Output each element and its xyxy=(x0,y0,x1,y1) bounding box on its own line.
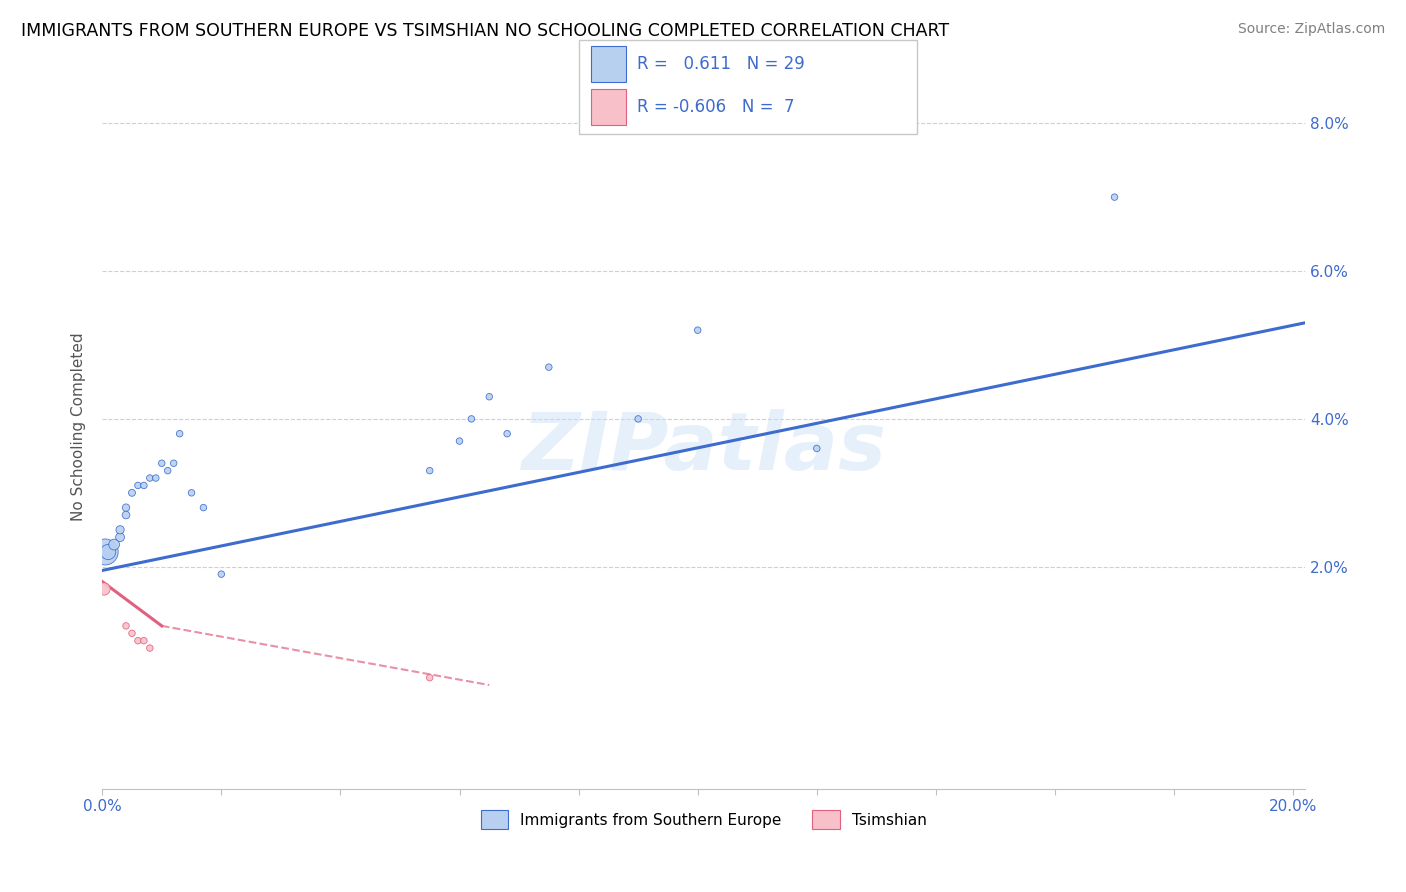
Point xyxy=(139,471,162,485)
Text: R = -0.606   N =  7: R = -0.606 N = 7 xyxy=(637,98,794,116)
Point xyxy=(806,442,828,456)
Text: Source: ZipAtlas.com: Source: ZipAtlas.com xyxy=(1237,22,1385,37)
Y-axis label: No Schooling Completed: No Schooling Completed xyxy=(72,332,86,521)
Point xyxy=(150,456,173,470)
Point xyxy=(686,323,709,337)
Point xyxy=(169,426,191,441)
Text: R =   0.611   N = 29: R = 0.611 N = 29 xyxy=(637,55,804,73)
Point xyxy=(115,508,138,522)
Point xyxy=(108,530,131,544)
Point xyxy=(132,478,155,492)
Point xyxy=(209,567,232,582)
Point xyxy=(115,500,138,515)
Point xyxy=(419,464,441,478)
Text: IMMIGRANTS FROM SOUTHERN EUROPE VS TSIMSHIAN NO SCHOOLING COMPLETED CORRELATION : IMMIGRANTS FROM SOUTHERN EUROPE VS TSIMS… xyxy=(21,22,949,40)
Text: ZIPatlas: ZIPatlas xyxy=(522,409,886,487)
Point xyxy=(1104,190,1126,204)
Point xyxy=(93,582,115,596)
Point xyxy=(121,485,143,500)
Point xyxy=(193,500,215,515)
Point xyxy=(478,390,501,404)
Point xyxy=(460,412,482,426)
Point xyxy=(537,360,560,375)
Point xyxy=(127,633,149,648)
Point xyxy=(627,412,650,426)
Point xyxy=(115,619,138,633)
Point xyxy=(163,456,186,470)
Point xyxy=(419,671,441,685)
Point xyxy=(121,626,143,640)
Point xyxy=(180,485,202,500)
Point xyxy=(496,426,519,441)
Point xyxy=(132,633,155,648)
Point xyxy=(449,434,471,448)
Point xyxy=(127,478,149,492)
Point xyxy=(139,641,162,656)
Point xyxy=(97,545,120,559)
Point xyxy=(145,471,167,485)
Point xyxy=(94,545,117,559)
Point xyxy=(156,464,179,478)
Point xyxy=(103,538,125,552)
Legend: Immigrants from Southern Europe, Tsimshian: Immigrants from Southern Europe, Tsimshi… xyxy=(474,805,934,835)
Point xyxy=(108,523,131,537)
